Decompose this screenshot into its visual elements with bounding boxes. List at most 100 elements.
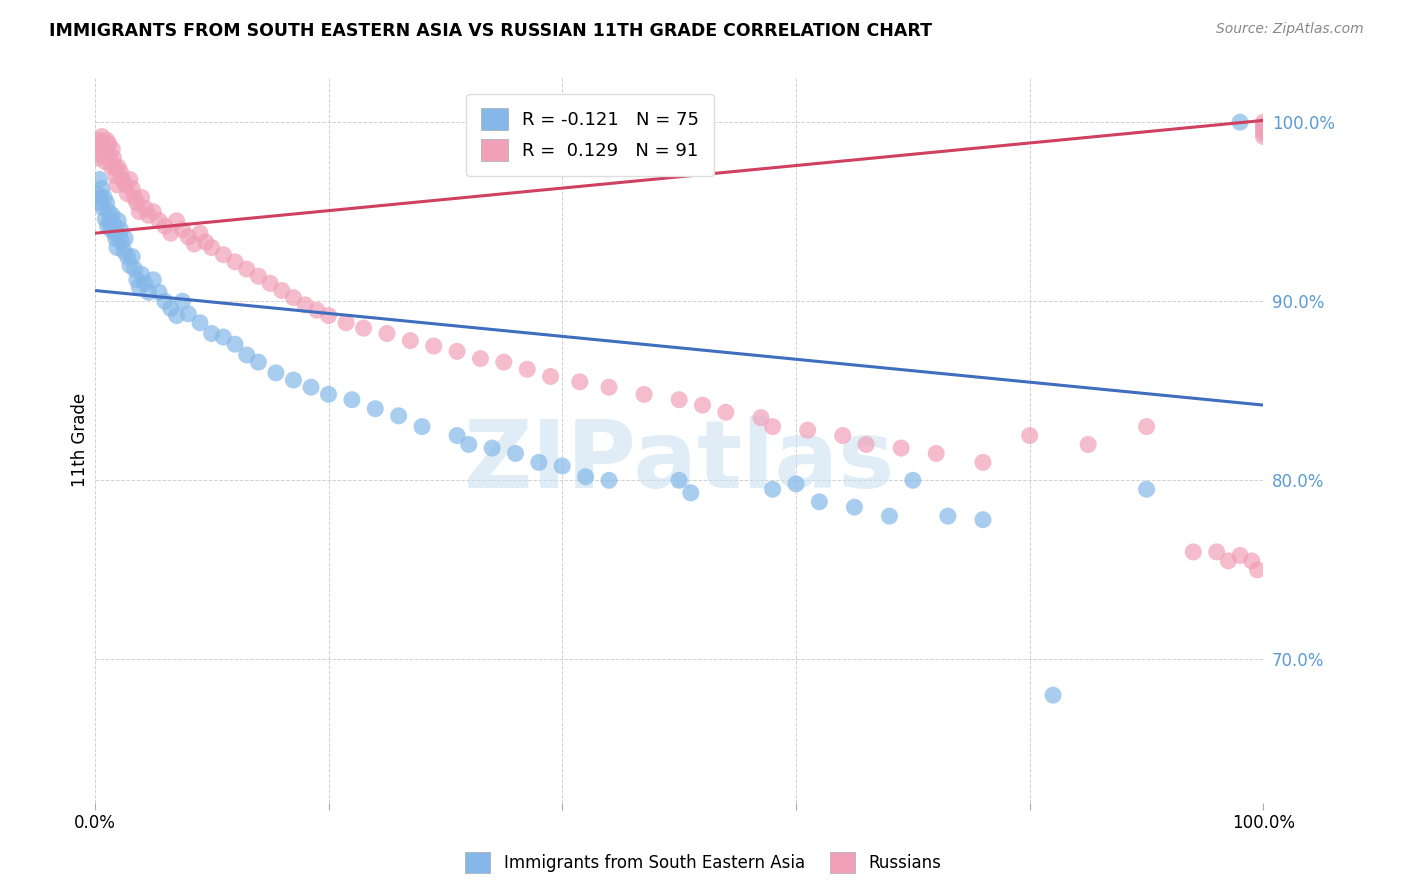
Point	[422, 339, 444, 353]
Point	[212, 248, 235, 262]
Point	[90, 190, 112, 204]
Point	[103, 151, 125, 165]
Point	[121, 250, 143, 264]
Point	[1253, 122, 1275, 136]
Point	[110, 165, 132, 179]
Point	[446, 428, 468, 442]
Point	[796, 423, 818, 437]
Point	[598, 380, 620, 394]
Point	[104, 169, 127, 183]
Point	[270, 284, 292, 298]
Point	[936, 509, 959, 524]
Point	[148, 213, 170, 227]
Point	[142, 273, 165, 287]
Point	[1229, 115, 1251, 129]
Point	[159, 226, 181, 240]
Point	[201, 241, 224, 255]
Point	[446, 344, 468, 359]
Point	[153, 294, 176, 309]
Point	[86, 151, 108, 165]
Point	[224, 337, 246, 351]
Point	[98, 213, 121, 227]
Point	[183, 236, 205, 251]
Point	[100, 222, 122, 236]
Point	[714, 405, 737, 419]
Point	[1042, 688, 1064, 702]
Point	[166, 213, 188, 227]
Point	[93, 190, 115, 204]
Point	[470, 351, 492, 366]
Point	[172, 294, 194, 309]
Point	[138, 208, 160, 222]
Point	[283, 373, 305, 387]
Point	[335, 316, 357, 330]
Point	[107, 160, 129, 174]
Point	[1182, 545, 1205, 559]
Point	[117, 186, 139, 201]
Point	[457, 437, 479, 451]
Point	[568, 375, 591, 389]
Point	[890, 441, 912, 455]
Point	[247, 355, 270, 369]
Point	[96, 133, 118, 147]
Point	[128, 204, 150, 219]
Point	[901, 473, 924, 487]
Point	[172, 222, 194, 236]
Point	[516, 362, 538, 376]
Point	[925, 446, 948, 460]
Point	[103, 217, 125, 231]
Point	[94, 211, 117, 226]
Point	[177, 307, 200, 321]
Text: Source: ZipAtlas.com: Source: ZipAtlas.com	[1216, 22, 1364, 37]
Point	[1253, 129, 1275, 144]
Point	[749, 410, 772, 425]
Point	[142, 204, 165, 219]
Point	[399, 334, 422, 348]
Point	[575, 469, 598, 483]
Point	[972, 455, 994, 469]
Point	[299, 380, 322, 394]
Point	[96, 195, 118, 210]
Point	[318, 387, 340, 401]
Point	[97, 219, 120, 233]
Point	[89, 142, 111, 156]
Point	[808, 495, 831, 509]
Point	[105, 241, 128, 255]
Point	[91, 136, 114, 151]
Point	[94, 154, 117, 169]
Point	[481, 441, 503, 455]
Point	[125, 195, 148, 210]
Point	[97, 204, 120, 219]
Y-axis label: 11th Grade: 11th Grade	[72, 393, 89, 487]
Point	[111, 235, 134, 249]
Point	[125, 273, 148, 287]
Point	[1246, 563, 1268, 577]
Point	[785, 476, 807, 491]
Point	[340, 392, 363, 407]
Point	[879, 509, 901, 524]
Point	[118, 259, 141, 273]
Point	[1253, 119, 1275, 133]
Point	[101, 208, 124, 222]
Point	[318, 309, 340, 323]
Point	[148, 285, 170, 300]
Point	[259, 277, 281, 291]
Point	[89, 172, 111, 186]
Point	[90, 181, 112, 195]
Point	[90, 129, 112, 144]
Point	[131, 268, 153, 282]
Point	[375, 326, 398, 341]
Point	[104, 226, 127, 240]
Point	[194, 235, 217, 249]
Point	[188, 316, 211, 330]
Point	[134, 277, 156, 291]
Point	[235, 262, 257, 277]
Point	[87, 133, 110, 147]
Point	[1253, 115, 1275, 129]
Point	[93, 144, 115, 158]
Point	[104, 231, 127, 245]
Point	[283, 291, 305, 305]
Point	[128, 280, 150, 294]
Point	[188, 226, 211, 240]
Point	[1077, 437, 1099, 451]
